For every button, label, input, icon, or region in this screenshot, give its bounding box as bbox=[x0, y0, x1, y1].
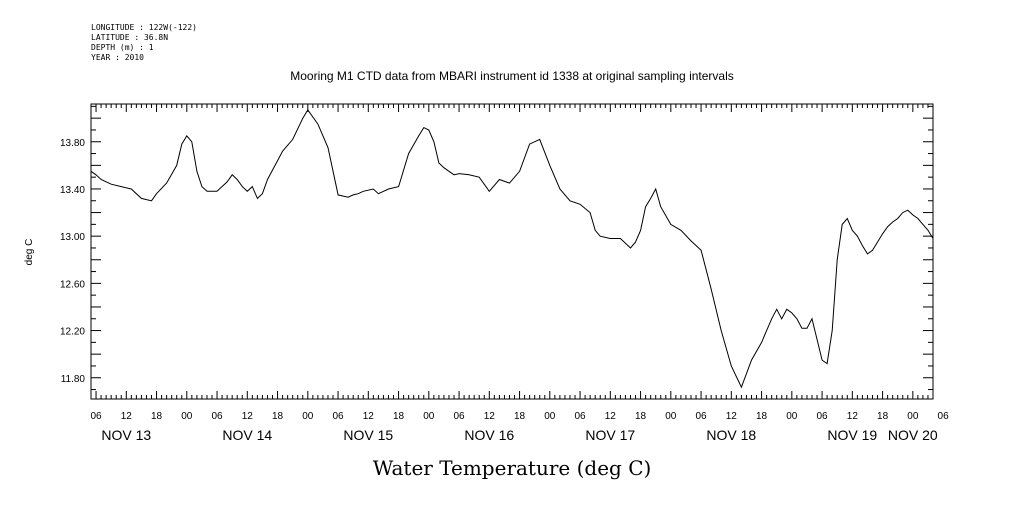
x-tick-label: 00 bbox=[907, 411, 919, 422]
x-tick-label: 18 bbox=[756, 411, 768, 422]
year-text: YEAR : 2010 bbox=[91, 53, 144, 62]
longitude-text: LONGITUDE : 122W(-122) bbox=[91, 23, 197, 32]
day-label: NOV 17 bbox=[585, 427, 635, 443]
x-tick-label: 06 bbox=[938, 411, 950, 422]
y-axis-label: deg C bbox=[24, 239, 35, 266]
y-tick-label: 11.80 bbox=[61, 374, 86, 385]
x-tick-label: 18 bbox=[393, 411, 405, 422]
x-tick-label: 00 bbox=[665, 411, 677, 422]
x-tick-label: 06 bbox=[575, 411, 587, 422]
chart-title: Mooring M1 CTD data from MBARI instrumen… bbox=[290, 69, 734, 83]
x-tick-label: 06 bbox=[817, 411, 829, 422]
x-tick-label: 06 bbox=[453, 411, 465, 422]
x-axis-label: Water Temperature (deg C) bbox=[373, 456, 652, 480]
day-label: NOV 16 bbox=[464, 427, 514, 443]
y-tick-label: 13.40 bbox=[60, 185, 85, 196]
x-tick-label: 12 bbox=[605, 411, 617, 422]
day-labels: NOV 13 NOV 14 NOV 15 NOV 16 NOV 17 NOV 18 NOV … bbox=[101, 427, 938, 443]
x-tick-label: 12 bbox=[363, 411, 375, 422]
x-tick-label: 12 bbox=[242, 411, 254, 422]
y-tick-labels: 13.80 13.40 13.00 12.60 12.20 11.80 bbox=[60, 138, 85, 385]
x-tick-label: 12 bbox=[121, 411, 133, 422]
y-tick-label: 12.20 bbox=[60, 327, 85, 338]
day-label: NOV 13 bbox=[101, 427, 151, 443]
x-tick-label: 12 bbox=[726, 411, 738, 422]
x-tick-label: 00 bbox=[423, 411, 435, 422]
x-tick-label: 06 bbox=[211, 411, 223, 422]
x-tick-label: 12 bbox=[847, 411, 859, 422]
x-tick-labels: 06 12 18 00 06 12 18 00 06 12 18 00 06 12 18 00 06 12 18 00… bbox=[90, 411, 949, 422]
latitude-text: LATITUDE : 36.8N bbox=[91, 33, 168, 42]
x-tick-label: 18 bbox=[514, 411, 526, 422]
x-tick-label: 00 bbox=[302, 411, 314, 422]
x-tick-label: 00 bbox=[544, 411, 556, 422]
x-tick-label: 18 bbox=[635, 411, 647, 422]
x-tick-label: 06 bbox=[696, 411, 708, 422]
y-tick-label: 13.00 bbox=[60, 232, 85, 243]
x-tick-label: 18 bbox=[151, 411, 163, 422]
x-tick-label: 06 bbox=[332, 411, 344, 422]
temperature-series-line bbox=[90, 108, 934, 389]
x-tick-label: 00 bbox=[181, 411, 193, 422]
day-label: NOV 14 bbox=[222, 427, 272, 443]
day-label: NOV 20 bbox=[888, 427, 938, 443]
y-tick-label: 12.60 bbox=[60, 279, 85, 290]
plot-frame bbox=[90, 103, 934, 400]
x-tick-label: 18 bbox=[272, 411, 284, 422]
x-tick-label: 12 bbox=[484, 411, 496, 422]
x-tick-label: 18 bbox=[877, 411, 889, 422]
day-label: NOV 19 bbox=[827, 427, 877, 443]
day-label: NOV 15 bbox=[343, 427, 393, 443]
depth-text: DEPTH (m) : 1 bbox=[91, 43, 154, 52]
day-label: NOV 18 bbox=[706, 427, 756, 443]
x-tick-label: 00 bbox=[786, 411, 798, 422]
axis-ticks bbox=[90, 104, 934, 399]
y-tick-label: 13.80 bbox=[60, 138, 85, 149]
x-tick-label: 06 bbox=[90, 411, 102, 422]
